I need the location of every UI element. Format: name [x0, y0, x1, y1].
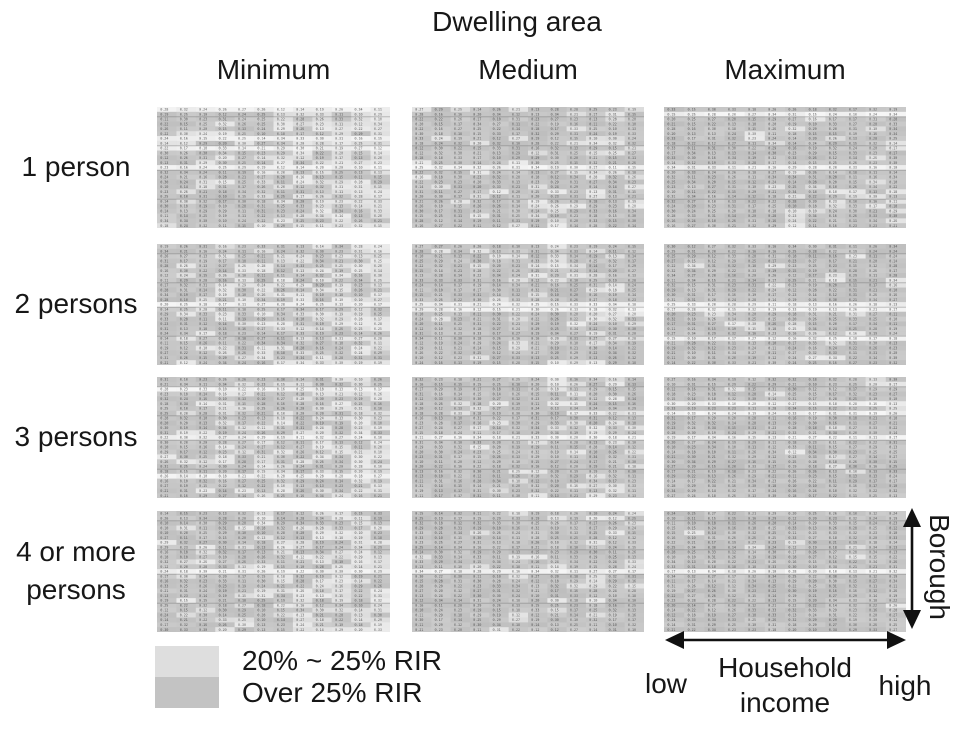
legend-label-over-25-rir: Over 25% RIR: [242, 677, 423, 708]
column-header-maximum: Maximum: [724, 54, 846, 85]
heatmap-panel-3-2: [664, 511, 906, 632]
heatmap-panel-0-1: [412, 107, 644, 228]
x-axis-low-label: low: [644, 668, 687, 699]
heatmap-panel-2-2: [664, 377, 906, 498]
heatmap-panel-2-0: [157, 377, 390, 498]
page-title: Dwelling area: [432, 6, 602, 37]
household-income-arrow-icon: [665, 631, 906, 649]
heatmap-panel-0-0: [157, 107, 390, 228]
legend-swatch-light: [155, 646, 219, 677]
column-header-minimum: Minimum: [216, 54, 331, 85]
heatmap-panel-1-1: [412, 244, 644, 365]
heatmap-panel-1-0: [157, 244, 390, 365]
heatmap-panel-1-2: [664, 244, 906, 365]
row-label-2-persons: 2 persons: [14, 288, 138, 319]
heatmap-panel-3-1: [412, 511, 644, 632]
heatmap-panel-2-1: [412, 377, 644, 498]
row-label-1-person: 1 person: [21, 151, 131, 182]
heatmap-panel-0-2: [664, 107, 906, 228]
legend-swatch-dark: [155, 677, 219, 708]
legend-label-20-25-rir: 20% ~ 25% RIR: [242, 645, 442, 676]
heatmap-panel-3-0: [157, 511, 390, 632]
row-label-3-persons: 3 persons: [14, 421, 138, 452]
x-axis-title: Household income: [718, 652, 852, 718]
x-axis-high-label: high: [878, 670, 932, 701]
row-label-4-or-more-persons: 4 or more persons: [16, 536, 136, 605]
y-axis-title: Borough: [924, 514, 955, 620]
column-header-medium: Medium: [478, 54, 578, 85]
